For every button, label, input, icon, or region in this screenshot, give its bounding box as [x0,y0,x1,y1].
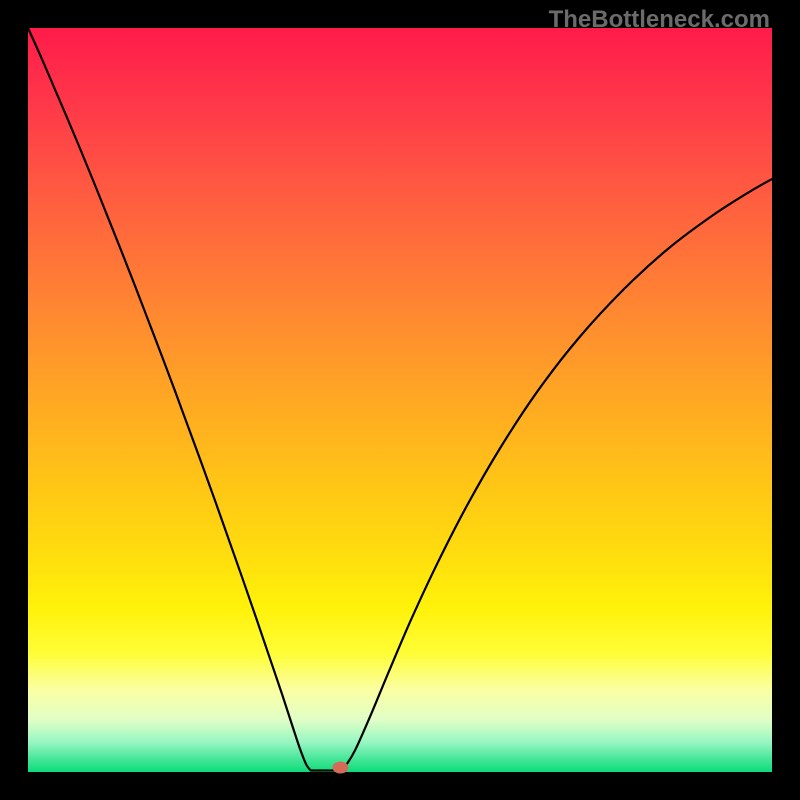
bottleneck-chart [0,0,800,800]
chart-plot-area [28,28,772,772]
watermark-text: TheBottleneck.com [549,6,770,34]
optimal-point-marker [332,762,348,774]
chart-container: TheBottleneck.com [0,0,800,800]
